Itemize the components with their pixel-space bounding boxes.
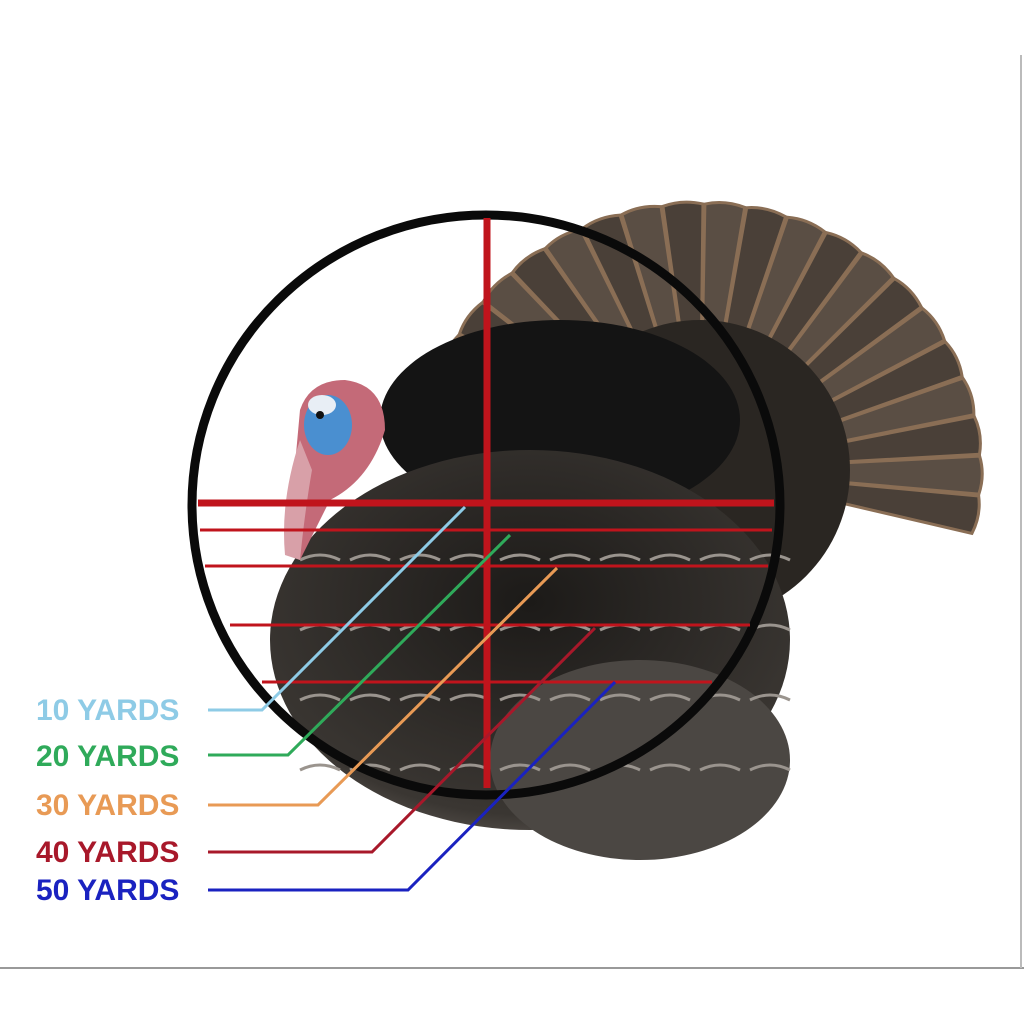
label-30-yards: 30 YARDS <box>36 789 179 822</box>
feather-stripe <box>299 553 341 562</box>
feather-stripe <box>749 553 791 562</box>
feather-stripe <box>649 693 691 702</box>
feather-stripe <box>649 763 691 772</box>
feather-stripe <box>549 763 591 772</box>
feather-stripe <box>599 693 641 702</box>
feather-stripe <box>399 693 441 702</box>
feather-stripe <box>499 553 541 562</box>
feather-stripe <box>349 553 391 562</box>
leader-40-yards <box>208 626 597 854</box>
feather-stripe <box>549 553 591 562</box>
feather-stripe <box>749 763 791 772</box>
feather-stripe <box>549 693 591 702</box>
feather-stripe <box>499 693 541 702</box>
feather-stripe <box>299 693 341 702</box>
turkey-wing <box>490 660 790 860</box>
leader-10-yards <box>208 505 467 712</box>
feather-stripe <box>399 763 441 772</box>
feather-stripe <box>649 553 691 562</box>
feather-stripe <box>699 553 741 562</box>
feather-stripe <box>299 763 341 772</box>
feather-stripe <box>749 693 791 702</box>
label-50-yards: 50 YARDS <box>36 874 179 907</box>
scope-ring <box>187 210 785 800</box>
feather-stripe <box>349 693 391 702</box>
feather-stripe <box>599 553 641 562</box>
feather-stripe <box>499 763 541 772</box>
leader-20-yards <box>208 533 512 757</box>
label-10-yards: 10 YARDS <box>36 694 179 727</box>
turkey-illustration <box>270 200 984 860</box>
label-20-yards: 20 YARDS <box>36 740 179 773</box>
label-40-yards: 40 YARDS <box>36 836 179 869</box>
leader-50-yards <box>208 680 617 892</box>
scope-reticle <box>187 210 785 800</box>
feather-stripe <box>699 763 741 772</box>
feather-stripe <box>399 553 441 562</box>
leader-30-yards <box>208 566 559 807</box>
